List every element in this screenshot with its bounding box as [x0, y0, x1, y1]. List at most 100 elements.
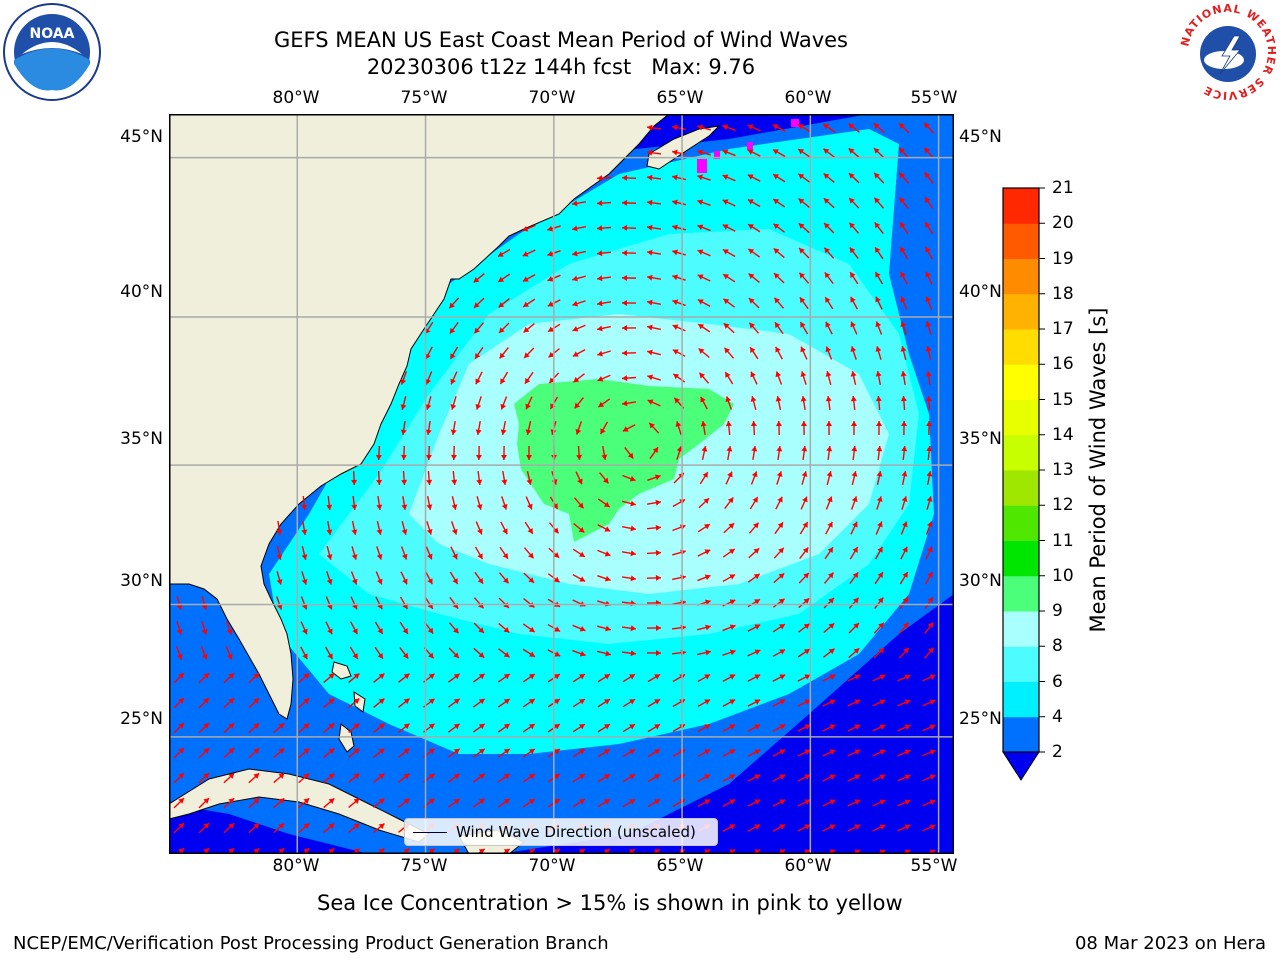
wind-wave-arrow	[323, 822, 335, 834]
wind-wave-arrow	[697, 549, 711, 557]
colorbar-segment	[1003, 188, 1039, 224]
lat-tick-left-40n: 40°N	[120, 282, 163, 302]
wind-wave-arrow	[797, 648, 811, 658]
wind-wave-arrow	[498, 572, 510, 584]
wind-wave-arrow	[826, 471, 833, 485]
wind-wave-arrow	[175, 646, 183, 660]
wind-wave-arrow	[498, 298, 510, 308]
wind-wave-arrow	[697, 574, 711, 582]
wind-wave-arrow	[722, 199, 736, 207]
wind-wave-arrow	[672, 124, 686, 131]
wind-wave-arrow	[847, 674, 861, 682]
wind-wave-arrow	[526, 445, 533, 461]
wind-wave-arrow	[425, 346, 433, 360]
wind-wave-arrow	[672, 224, 686, 231]
wind-wave-arrow	[621, 199, 637, 206]
colorbar-segment	[1003, 716, 1039, 753]
generation-date: 08 Mar 2023 on Hera	[1074, 933, 1266, 954]
wind-wave-arrow	[748, 522, 760, 534]
wind-wave-arrow	[298, 822, 310, 834]
wind-wave-arrow	[899, 246, 909, 260]
wind-wave-arrow	[351, 546, 358, 560]
wind-wave-arrow	[622, 673, 636, 683]
wind-wave-arrow	[747, 174, 761, 182]
wind-wave-arrow	[525, 421, 532, 435]
wind-wave-arrow	[198, 772, 210, 784]
wind-wave-arrow	[848, 172, 860, 184]
wind-wave-arrow	[497, 673, 511, 683]
wind-wave-arrow	[825, 521, 833, 535]
wind-wave-arrow	[399, 646, 409, 660]
wind-wave-arrow	[798, 623, 810, 633]
wind-wave-arrow	[875, 296, 883, 310]
wind-wave-arrow	[722, 273, 736, 283]
wind-wave-arrow	[574, 397, 584, 409]
lon-tick-top-80w: 80°W	[272, 88, 320, 108]
wind-wave-arrow	[373, 723, 385, 733]
wind-wave-arrow	[747, 124, 761, 132]
wind-wave-arrow	[472, 748, 486, 758]
wind-wave-arrow	[848, 197, 860, 209]
wind-wave-arrow	[621, 274, 637, 281]
wind-wave-arrow	[872, 674, 886, 682]
wind-wave-arrow	[748, 322, 760, 334]
colorbar-segment	[1003, 434, 1039, 471]
wind-wave-arrow	[621, 350, 637, 357]
wind-wave-arrow	[824, 271, 834, 285]
wind-wave-arrow	[501, 496, 508, 510]
wind-wave-arrow	[697, 698, 711, 708]
lon-tick-top-65w: 65°W	[656, 88, 704, 108]
wind-wave-arrow	[899, 571, 909, 585]
wind-wave-arrow	[497, 798, 511, 808]
wind-wave-arrow	[701, 446, 708, 460]
wind-wave-arrow	[900, 346, 907, 360]
wind-wave-arrow	[700, 420, 707, 436]
map-legend: Wind Wave Direction (unscaled)	[404, 818, 718, 846]
wind-wave-arrow	[773, 572, 785, 584]
wind-wave-arrow	[301, 520, 308, 536]
wind-wave-arrow	[723, 522, 735, 534]
wind-wave-arrow	[772, 623, 786, 633]
colorbar-tick-label: 17	[1052, 319, 1074, 339]
wind-wave-arrow	[447, 773, 461, 783]
wind-wave-arrow	[597, 325, 611, 332]
wind-wave-arrow	[722, 724, 736, 732]
wind-wave-arrow	[273, 747, 285, 759]
wind-wave-arrow	[647, 798, 661, 808]
wind-wave-arrow	[898, 647, 910, 659]
wind-wave-arrow	[747, 774, 761, 782]
wind-wave-arrow	[924, 172, 934, 184]
wind-wave-arrow	[576, 445, 583, 461]
wind-wave-arrow	[722, 548, 736, 558]
wind-wave-arrow	[522, 224, 536, 232]
wind-wave-arrow	[697, 174, 711, 181]
wind-wave-arrow	[876, 471, 883, 485]
wind-wave-arrow	[596, 250, 612, 257]
colorbar-segment	[1003, 575, 1039, 612]
wind-wave-arrow	[900, 296, 908, 310]
wind-wave-arrow	[898, 122, 910, 134]
wind-wave-arrow	[748, 547, 760, 559]
wind-wave-arrow	[248, 722, 260, 734]
wind-wave-arrow	[872, 724, 886, 732]
wind-wave-arrow	[897, 824, 911, 832]
colorbar-tick-label: 2	[1052, 742, 1063, 762]
wind-wave-arrow	[925, 521, 933, 535]
wind-wave-arrow	[300, 646, 308, 660]
wind-wave-arrow	[873, 122, 885, 134]
wind-wave-arrow	[800, 346, 808, 360]
wind-wave-arrow	[798, 572, 810, 584]
wind-wave-arrow	[822, 774, 836, 782]
wind-wave-arrow	[647, 399, 661, 407]
wind-wave-arrow	[824, 296, 834, 310]
wind-wave-arrow	[401, 521, 408, 535]
wind-wave-arrow	[799, 321, 809, 335]
wind-wave-arrow	[499, 347, 509, 359]
wind-wave-arrow	[672, 149, 686, 156]
wind-wave-arrow	[647, 324, 661, 331]
wind-wave-arrow	[597, 549, 611, 557]
lat-tick-left-30n: 30°N	[120, 571, 163, 591]
wind-wave-arrow	[501, 470, 508, 486]
colorbar-tick-label: 20	[1052, 213, 1074, 234]
wind-wave-arrow	[722, 799, 736, 807]
